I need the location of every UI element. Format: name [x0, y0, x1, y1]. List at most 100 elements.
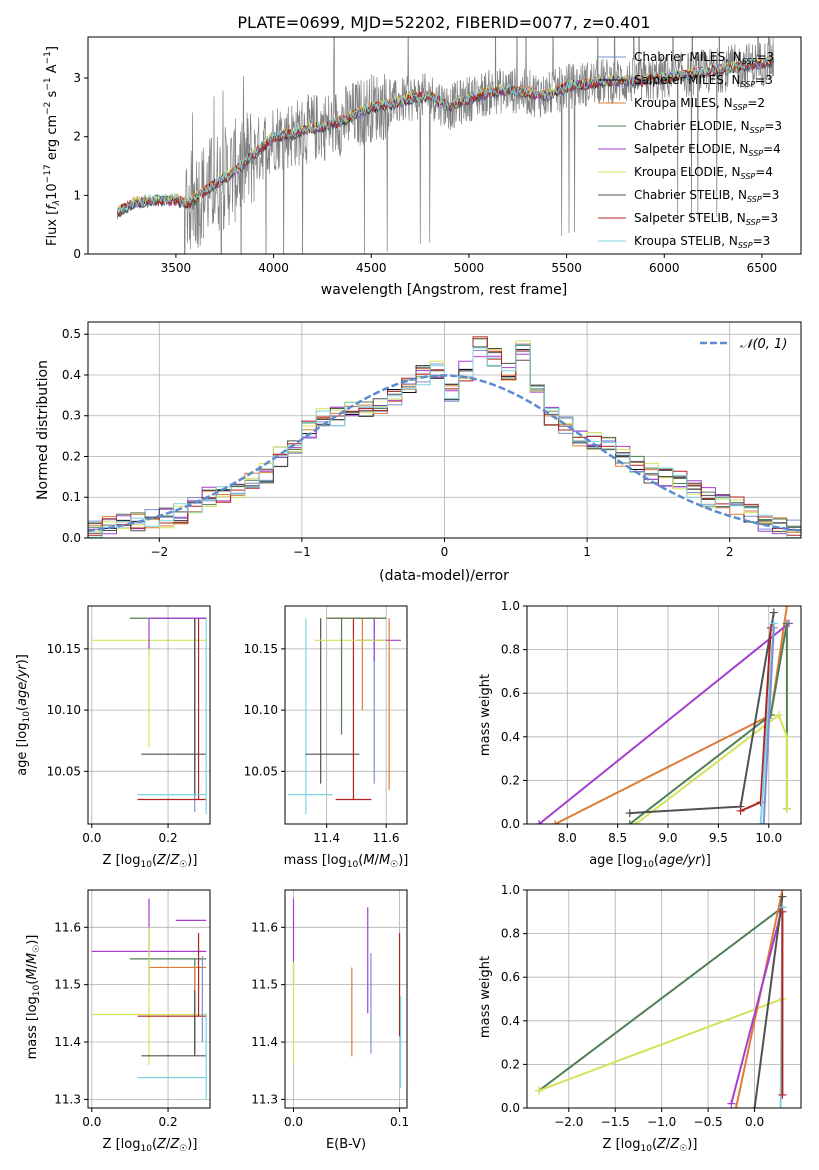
- mass-weight-marker: [759, 820, 768, 824]
- figure-title: PLATE=0699, MJD=52202, FIBERID=0077, z=0…: [237, 13, 650, 32]
- legend-label: Chabrier MILES, NSSP=3: [634, 50, 774, 66]
- p-ageZ-xtick-label: 0.2: [159, 831, 178, 845]
- legend-label-count: =3: [764, 119, 782, 133]
- legend-label: Chabrier STELIB, NSSP=3: [634, 188, 779, 204]
- spectrum-ylabel: Flux [fλ10−17 erg cm−2 s−1 A−1]: [43, 46, 62, 246]
- mass-weight-marker: [727, 1099, 736, 1108]
- legend-label: Kroupa ELODIE, NSSP=4: [634, 165, 773, 181]
- histogram-step-line: [88, 344, 801, 539]
- p-wZ-ytick-label: 0.4: [501, 1014, 520, 1028]
- p-wZ-data-layer: [535, 890, 787, 1108]
- p-ageMass-ytick-label: 10.10: [244, 703, 278, 717]
- p-ageMass-ytick-label: 10.05: [244, 764, 278, 778]
- spectrum-axes-frame: [87, 36, 802, 255]
- p-ageZ-ytick-label: 10.10: [47, 703, 81, 717]
- p-wAge-ytick-label: 1.0: [501, 599, 520, 613]
- legend-label-sub: SSP: [741, 172, 756, 181]
- spectrum-ytick-label: 0: [73, 247, 81, 261]
- mass-weight-marker: [776, 1104, 785, 1108]
- p-ageMass-xtick-label: 11.4: [313, 831, 340, 845]
- spectrum-xlabel: wavelength [Angstrom, rest frame]: [321, 282, 567, 298]
- model-spectrum-line: [116, 54, 775, 213]
- p-ageZ-ytick-label: 10.15: [47, 642, 81, 656]
- ageMass-xlabel: mass [log10(M/M☉)]: [284, 853, 409, 870]
- legend-label-count: =4: [755, 165, 773, 179]
- mass-weight-marker: [756, 820, 765, 824]
- legend-label-sub: SSP: [738, 241, 753, 250]
- mass-weight-marker: [778, 907, 787, 916]
- p-ageZ-data-layer: [91, 617, 207, 815]
- p-massZ-xtick-label: 0.2: [159, 1115, 178, 1129]
- spectrum-data-lines: [116, 37, 775, 254]
- ageZ-ylabel: age [log10(age/yr)]: [15, 654, 32, 776]
- p-wZ-ytick-label: 0.8: [501, 927, 520, 941]
- histogram-xtick-label: 0: [441, 545, 449, 559]
- legend-label: Salpeter MILES, NSSP=3: [634, 73, 773, 89]
- massweight-vs-metallicity-panel: −2.0 −1.5 −1.0 −0.5 0.0 0.0 0.2 0.4 0.6 0.8 1.0: [501, 883, 802, 1129]
- p-massEBV-ytick-label: 11.3: [251, 1092, 278, 1106]
- spectrum-panel: 3500 4000 4500 5000 5500 6000 6500 0 1 2 3 wavelen…: [43, 36, 802, 298]
- p-wAge-xtick-label: 8.0: [558, 831, 577, 845]
- mass-weight-marker: [778, 1090, 787, 1099]
- massZ-xlabel: Z [log10(Z/Z☉)]: [103, 1137, 198, 1154]
- legend-label-sub: SSP: [742, 57, 757, 66]
- observed-spectrum-line: [117, 37, 774, 254]
- mass-vs-ebv-panel: 0.0 0.1 11.3 11.4 11.5 11.6: [251, 889, 409, 1129]
- p-massZ-ytick-label: 11.3: [54, 1092, 81, 1106]
- p-wZ-xtick-label: 0.0: [745, 1115, 764, 1129]
- age-vs-mass-panel: 11.4 11.6 10.05 10.10 10.15: [244, 605, 408, 845]
- mass-weight-marker: [769, 608, 778, 617]
- legend-label-sub: SSP: [733, 103, 748, 112]
- mass-weight-marker: [631, 820, 640, 824]
- p-ageMass-xtick-label: 11.6: [373, 831, 400, 845]
- legend-label-count: =3: [756, 50, 774, 64]
- p-massEBV-data-layer: [292, 898, 402, 1088]
- spectrum-xtick-label: 6000: [649, 261, 680, 275]
- mass-weight-line: [730, 907, 784, 1104]
- spectrum-ytick-label: 2: [73, 130, 81, 144]
- p-massZ-ytick-label: 11.5: [54, 978, 81, 992]
- legend-label-sub: SSP: [748, 149, 763, 158]
- p-massZ-ytick-label: 11.6: [54, 920, 81, 934]
- wAge-ylabel: mass weight: [478, 674, 493, 756]
- p-wAge-xtick-label: 10.0: [755, 831, 782, 845]
- massweight-vs-age-panel: 8.0 8.5 9.0 9.5 10.0 0.0 0.2 0.4 0.6 0.8 1.0: [501, 599, 802, 845]
- age-vs-metallicity-panel: 0.0 0.2 10.05 10.10 10.15: [47, 605, 211, 845]
- p-wZ-xtick-label: −1.5: [601, 1115, 630, 1129]
- histogram-xtick-label: −2: [150, 545, 168, 559]
- mass-weight-marker: [731, 1104, 740, 1108]
- mass-weight-marker: [625, 820, 634, 824]
- legend-label-sub: SSP: [750, 126, 765, 135]
- p-wAge-xtick-label: 9.0: [658, 831, 677, 845]
- p-wZ-ytick-label: 0.2: [501, 1057, 520, 1071]
- mass-weight-marker: [782, 804, 791, 813]
- histogram-ytick-label: 0.0: [62, 531, 81, 545]
- p-wAge-ytick-label: 0.6: [501, 686, 520, 700]
- histogram-xtick-label: 1: [583, 545, 591, 559]
- residual-histogram-panel: −2 −1 0 1 2 0.0 0.1 0.2 0.3 0.4 0.5 (data-model)/e…: [35, 321, 802, 584]
- spectrum-ytick-label: 3: [73, 71, 81, 85]
- legend-label: Kroupa STELIB, NSSP=3: [634, 234, 770, 250]
- legend-label-name: Chabrier MILES, N: [634, 50, 742, 64]
- histogram-ylabel: Normed distribution: [35, 360, 51, 500]
- mass-weight-marker: [774, 711, 783, 719]
- p-wZ-ytick-label: 0.6: [501, 970, 520, 984]
- mass-weight-line: [538, 998, 783, 1092]
- model-spectrum-line: [117, 56, 774, 217]
- histogram-ytick-label: 0.4: [62, 368, 81, 382]
- mass-weight-marker: [782, 732, 791, 741]
- p-massZ-data-layer: [91, 898, 207, 1100]
- mass-weight-marker: [782, 619, 791, 628]
- p-massZ-axes-frame: [87, 889, 211, 1109]
- histogram-xtick-label: −1: [293, 545, 311, 559]
- wZ-ylabel: mass weight: [478, 956, 493, 1038]
- spectrum-xtick-label: 5500: [551, 261, 582, 275]
- legend-label-name: Salpeter ELODIE, N: [634, 142, 748, 156]
- p-ageMass-grid-layer: 11.4 11.6 10.05 10.10 10.15: [244, 606, 407, 845]
- mass-weight-marker: [782, 606, 791, 610]
- legend-label-count: =3: [760, 211, 778, 225]
- legend-label-name: Chabrier STELIB, N: [634, 188, 747, 202]
- mass-weight-line: [762, 627, 775, 824]
